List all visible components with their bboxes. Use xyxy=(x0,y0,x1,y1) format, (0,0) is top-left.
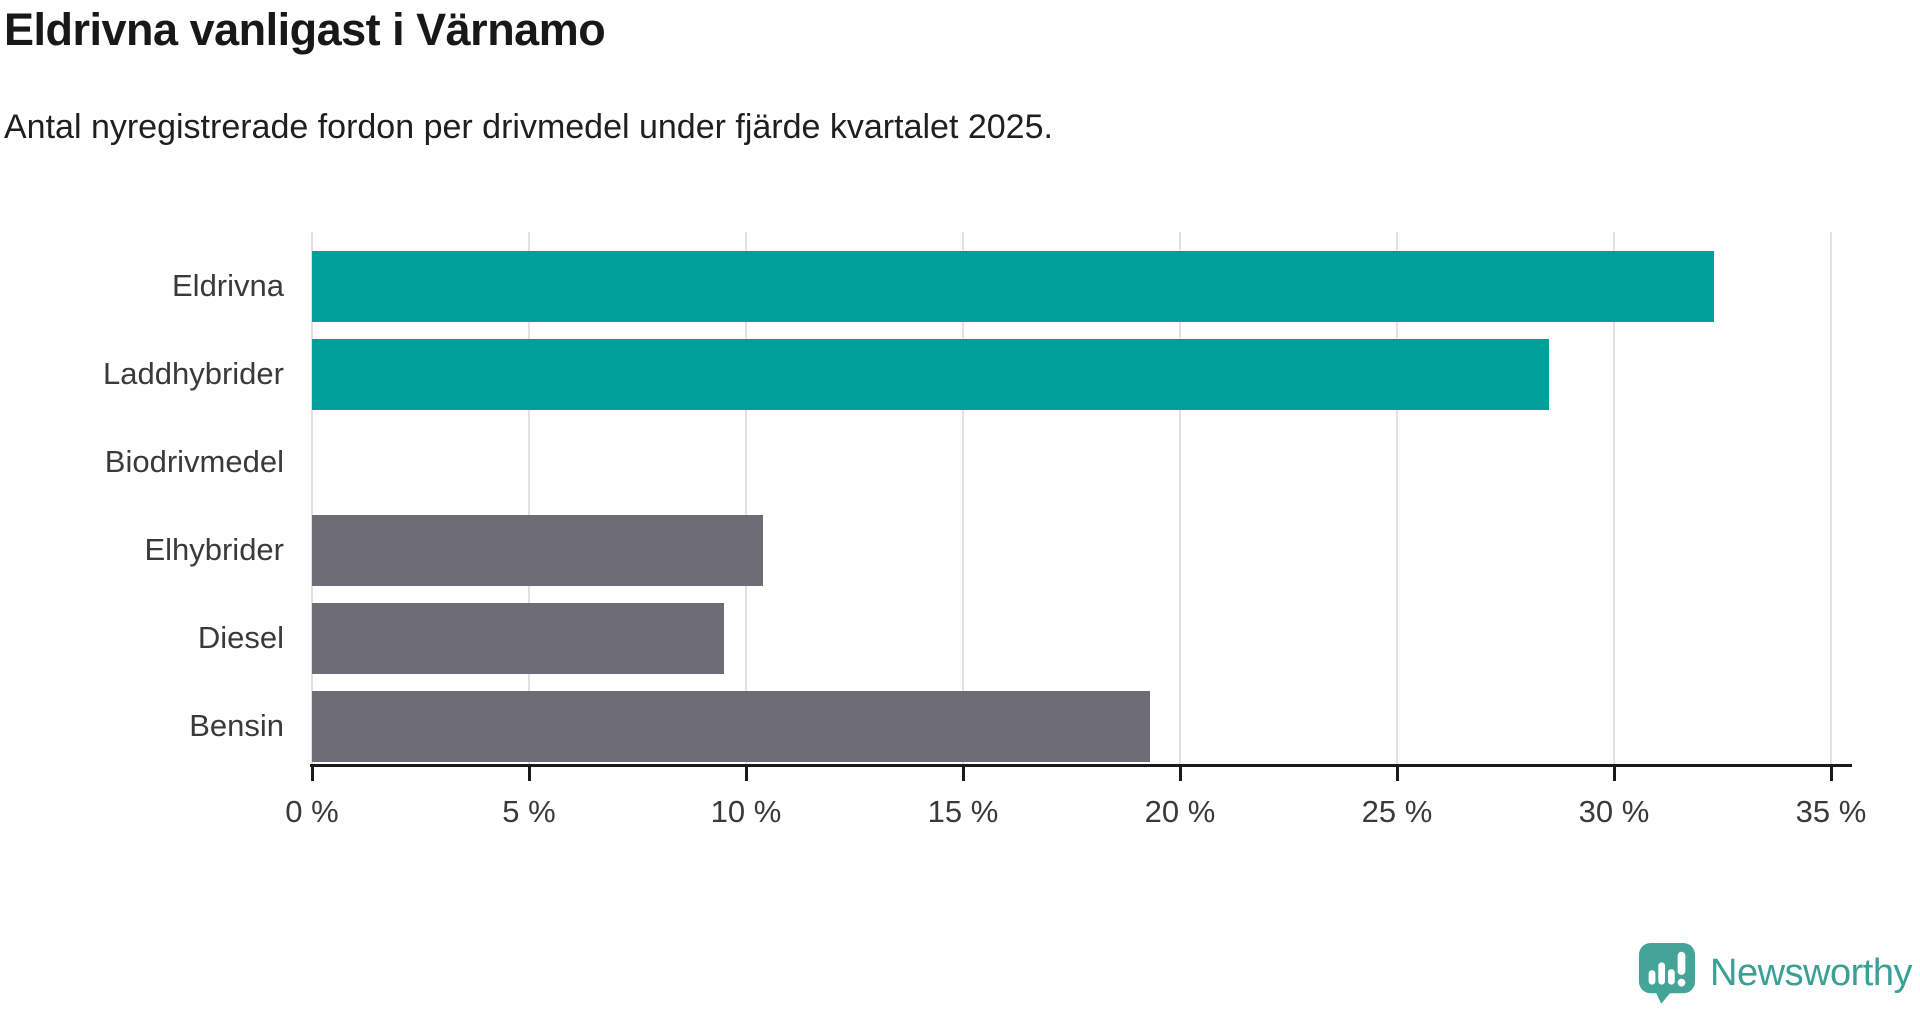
chart-title: Eldrivna vanligast i Värnamo xyxy=(4,4,606,55)
axis-tick-label: 0 % xyxy=(285,794,339,829)
gridline xyxy=(311,232,313,764)
axis-tick-label: 5 % xyxy=(502,794,556,829)
chart-row: Laddhybrider xyxy=(0,330,1920,418)
bar-chart: Eldrivna Laddhybrider Biodrivmedel Elhybrid… xyxy=(0,232,1920,876)
chart-row: Eldrivna xyxy=(0,242,1920,330)
chart-rows: Eldrivna Laddhybrider Biodrivmedel Elhybrid… xyxy=(0,242,1920,770)
axis-tick-label: 35 % xyxy=(1795,794,1867,829)
bar-track xyxy=(312,250,1920,322)
axis-tick xyxy=(1612,767,1616,781)
chart-row: Elhybrider xyxy=(0,506,1920,594)
newsworthy-wordmark: Newsworthy xyxy=(1710,951,1912,994)
bar-track xyxy=(312,427,1920,498)
gridline xyxy=(1830,232,1832,764)
axis-tick-label: 30 % xyxy=(1578,794,1650,829)
category-label: Bensin xyxy=(189,708,284,743)
bar-track xyxy=(312,690,1920,762)
axis-tick-label: 15 % xyxy=(927,794,999,829)
axis-tick xyxy=(527,767,531,781)
gridline xyxy=(962,232,964,764)
chart-row: Biodrivmedel xyxy=(0,418,1920,506)
category-label: Diesel xyxy=(197,620,284,655)
gridline xyxy=(1179,232,1181,764)
gridline xyxy=(1396,232,1398,764)
axis-tick-label: 20 % xyxy=(1144,794,1216,829)
category-label: Eldrivna xyxy=(172,268,284,303)
chart-row: Diesel xyxy=(0,594,1920,682)
bar xyxy=(312,250,1714,322)
category-label: Laddhybrider xyxy=(103,356,284,391)
bar xyxy=(312,690,1150,762)
gridline xyxy=(745,232,747,764)
bar-track xyxy=(312,338,1920,410)
axis-tick xyxy=(1829,767,1833,781)
axis-tick-label: 10 % xyxy=(710,794,782,829)
bar-track xyxy=(312,602,1920,674)
axis-tick xyxy=(961,767,965,781)
axis-tick xyxy=(744,767,748,781)
chart-subtitle: Antal nyregistrerade fordon per drivmede… xyxy=(4,108,1053,146)
axis-tick xyxy=(1178,767,1182,781)
bar xyxy=(312,602,725,674)
newsworthy-logo-icon xyxy=(1639,943,1696,1004)
chart-row: Bensin xyxy=(0,682,1920,770)
gridline xyxy=(528,232,530,764)
axis-tick xyxy=(1395,767,1399,781)
newsworthy-branding: Newsworthy xyxy=(1638,942,1912,1004)
x-axis-line xyxy=(310,764,1852,767)
axis-tick xyxy=(310,767,314,781)
bar xyxy=(312,514,764,586)
category-label: Biodrivmedel xyxy=(104,444,284,479)
category-label: Elhybrider xyxy=(144,532,284,567)
bar xyxy=(312,338,1549,410)
bar-track xyxy=(312,514,1920,586)
axis-tick-label: 25 % xyxy=(1361,794,1433,829)
gridline xyxy=(1613,232,1615,764)
